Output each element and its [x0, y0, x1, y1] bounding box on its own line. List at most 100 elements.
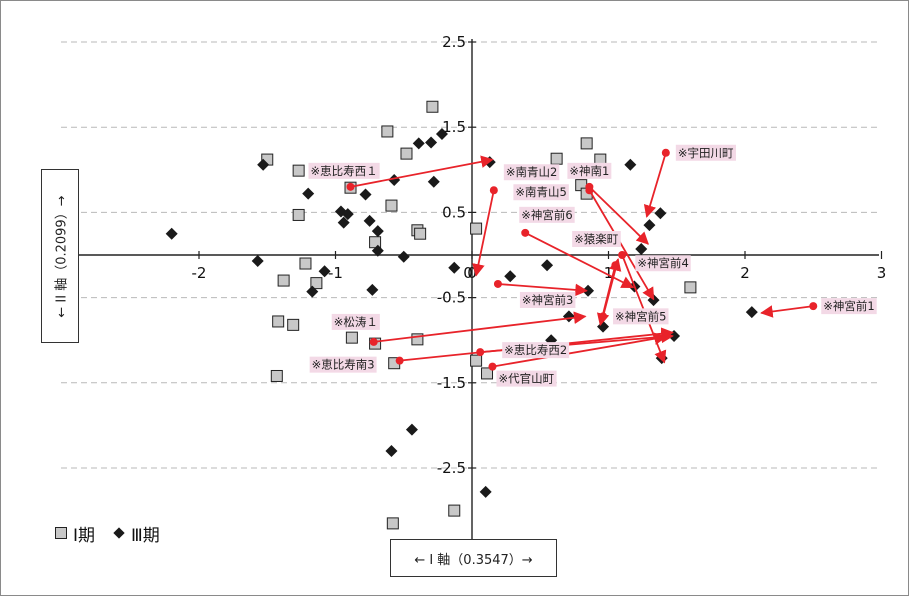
y-tick-label-5: -2.5 — [437, 459, 466, 477]
highlight-label-text-1: ※南青山2 — [506, 165, 557, 179]
legend-diamond-icon — [113, 527, 125, 539]
highlight-label-text-4: ※南青山5 — [515, 185, 566, 199]
point-period3-2 — [412, 137, 425, 150]
x-axis-title-box: ← I 軸（0.3547）→ — [390, 539, 557, 577]
legend: Ⅰ期 Ⅲ期 — [55, 521, 160, 546]
highlight-point-6 — [618, 251, 627, 259]
point-period3-4 — [427, 175, 440, 188]
point-period1-11 — [299, 257, 312, 270]
point-period3-10 — [363, 214, 376, 227]
highlight-label-text-9: ※神宮前5 — [615, 309, 666, 323]
transition-arrow-3 — [588, 186, 649, 245]
point-period1-28 — [684, 281, 697, 294]
point-period1-6 — [385, 199, 398, 212]
highlight-point-8 — [493, 279, 502, 288]
highlight-label-bg-3 — [567, 162, 612, 179]
highlight-label-0: ※恵比寿西１ — [308, 162, 380, 179]
highlight-point-1 — [489, 186, 498, 195]
point-period1-7 — [292, 208, 305, 221]
x-tick-label-zero: 0 — [463, 264, 473, 282]
highlight-label-bg-2 — [675, 144, 736, 161]
x-axis-title: ← I 軸（0.3547）→ — [414, 552, 533, 568]
point-period1-3 — [292, 164, 305, 177]
point-period3-13 — [165, 227, 178, 240]
transition-arrow-14 — [492, 332, 668, 368]
point-period1-21 — [470, 222, 483, 235]
highlight-label-text-0: ※恵比寿西１ — [311, 164, 378, 178]
transition-arrow-10 — [760, 305, 814, 318]
point-period3-0 — [435, 128, 448, 141]
highlight-point-12 — [395, 356, 404, 365]
point-period3-30 — [597, 320, 610, 333]
highlight-label-9: ※神宮前5 — [613, 308, 669, 325]
highlight-label-text-11: ※松涛１ — [334, 315, 378, 329]
point-period1-23 — [550, 152, 563, 165]
y-tick-label-3: -0.5 — [437, 289, 466, 307]
x-tick-label-3: 1 — [604, 264, 614, 282]
highlight-point-4 — [585, 186, 594, 195]
highlight-label-text-10: ※神宮前1 — [823, 299, 874, 313]
y-axis-title-box: ← II 軸（0.2099）→ — [41, 169, 79, 343]
highlight-label-bg-12 — [309, 356, 377, 373]
highlight-point-11 — [369, 337, 378, 346]
highlight-point-14 — [488, 362, 497, 371]
point-period3-27 — [635, 243, 648, 256]
point-period1-16 — [345, 331, 358, 344]
point-period3-9 — [341, 208, 354, 221]
highlight-label-10: ※神宮前1 — [821, 298, 877, 315]
point-period1-4 — [400, 147, 413, 160]
highlight-label-2: ※宇田川町 — [675, 144, 736, 161]
point-period3-26 — [643, 219, 656, 232]
x-tick-label-0: -2 — [192, 264, 207, 282]
point-period3-11 — [337, 216, 350, 229]
x-tick-label-2: 0 — [467, 264, 477, 282]
highlight-label-bg-11 — [331, 313, 380, 330]
highlight-point-9 — [599, 312, 608, 321]
highlight-point-13 — [476, 348, 485, 357]
highlight-label-5: ※神宮前6 — [519, 206, 575, 223]
highlight-label-1: ※南青山2 — [503, 164, 560, 181]
point-period3-37 — [405, 423, 418, 436]
highlight-point-2 — [661, 148, 670, 157]
point-period3-23 — [483, 156, 496, 169]
y-tick-label-4: -1.5 — [437, 374, 466, 392]
y-axis-title: ← II 軸（0.2099）→ — [54, 194, 70, 318]
highlight-label-text-5: ※神宮前6 — [521, 208, 572, 222]
point-period3-38 — [479, 485, 492, 498]
point-period1-12 — [277, 274, 290, 287]
highlight-label-text-3: ※神南1 — [569, 164, 609, 178]
point-period3-1 — [425, 136, 438, 149]
point-period1-31 — [470, 354, 483, 367]
point-period3-17 — [318, 265, 331, 278]
point-period3-15 — [397, 250, 410, 263]
highlight-point-5 — [521, 228, 530, 237]
legend-square-icon — [55, 527, 67, 539]
highlight-point-10 — [809, 302, 818, 311]
highlight-label-bg-7 — [635, 255, 691, 272]
point-period1-30 — [448, 504, 461, 517]
highlight-label-14: ※代官山町 — [496, 370, 557, 387]
point-period3-24 — [624, 158, 637, 171]
point-period1-14 — [272, 315, 285, 328]
point-period3-25 — [654, 207, 667, 220]
point-period3-19 — [541, 259, 554, 272]
highlight-point-0 — [346, 182, 355, 191]
point-period3-14 — [371, 244, 384, 257]
highlight-label-bg-5 — [519, 206, 575, 223]
highlight-label-text-7: ※神宮前4 — [637, 256, 688, 270]
point-period3-39 — [745, 306, 758, 319]
legend-item-period-3: Ⅲ期 — [131, 525, 160, 546]
point-period3-22 — [306, 285, 319, 298]
point-period3-20 — [504, 270, 517, 283]
point-period3-16 — [251, 254, 264, 267]
highlight-label-bg-6 — [572, 231, 621, 247]
highlight-label-6: ※猿楽町 — [572, 231, 621, 247]
highlight-label-bg-4 — [513, 184, 569, 201]
highlight-label-bg-0 — [308, 162, 380, 179]
point-period1-1 — [381, 125, 394, 138]
highlight-label-bg-1 — [503, 164, 560, 181]
point-period3-18 — [448, 261, 461, 274]
legend-item-period-1: Ⅰ期 — [73, 525, 96, 546]
